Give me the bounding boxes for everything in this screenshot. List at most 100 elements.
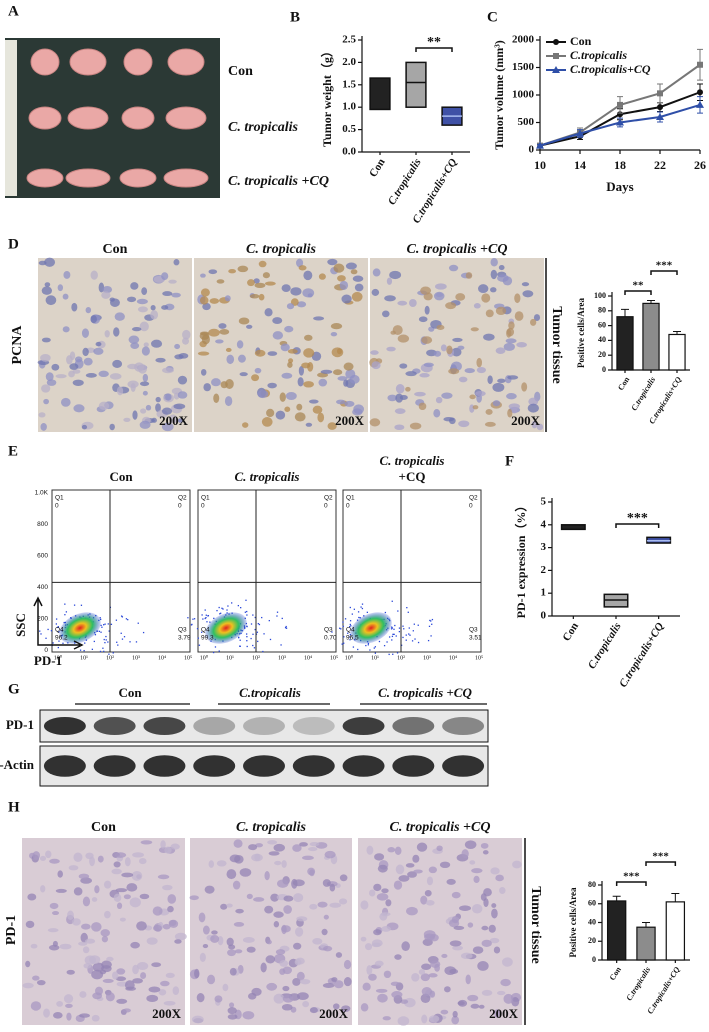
- cell: [433, 350, 442, 357]
- event: [374, 646, 377, 648]
- cell: [196, 993, 205, 1003]
- cell: [527, 403, 539, 413]
- event: [276, 615, 278, 617]
- cell: [262, 272, 270, 279]
- event: [103, 624, 105, 626]
- stain-label: PD-1: [4, 915, 19, 945]
- event: [349, 606, 351, 609]
- event: [222, 608, 224, 610]
- cell: [127, 363, 138, 370]
- event: [406, 606, 408, 609]
- cell: [130, 941, 140, 949]
- event: [250, 637, 252, 640]
- cell: [114, 852, 127, 858]
- cell: [199, 952, 206, 963]
- error-bar: [673, 331, 681, 335]
- legend-label: C.tropicalis+CQ: [570, 62, 651, 76]
- cell: [282, 994, 294, 1003]
- text: 200X: [489, 1006, 519, 1021]
- event: [250, 623, 253, 625]
- cell: [91, 922, 102, 932]
- event: [276, 611, 279, 613]
- cell: [191, 1015, 204, 1024]
- cell: [430, 960, 441, 968]
- event: [429, 619, 431, 622]
- event: [98, 630, 101, 633]
- cell: [168, 414, 178, 424]
- x-tick-label: 22: [654, 158, 666, 172]
- cell: [395, 864, 405, 875]
- cell: [381, 926, 392, 932]
- cell: [481, 989, 493, 996]
- text: Con: [118, 685, 142, 700]
- cell: [471, 868, 483, 874]
- event: [246, 614, 248, 616]
- quadrant-name: Q1: [346, 495, 355, 502]
- tumor: [123, 48, 153, 76]
- significance: ***: [627, 511, 648, 526]
- event: [99, 617, 101, 619]
- cell: [473, 303, 481, 309]
- cell: [258, 293, 265, 301]
- cell: [506, 328, 512, 338]
- text: C. tropicalis +CQ: [228, 174, 329, 189]
- cell: [287, 349, 298, 354]
- event: [254, 616, 256, 619]
- cell: [260, 962, 267, 973]
- cell: [53, 1012, 63, 1019]
- cell: [294, 927, 304, 937]
- cell: [55, 888, 67, 893]
- event: [358, 616, 360, 619]
- cell: [258, 260, 267, 268]
- cell: [499, 886, 506, 895]
- cell: [421, 1014, 428, 1024]
- event: [212, 651, 215, 654]
- cell: [151, 339, 163, 348]
- cell: [49, 902, 59, 910]
- cell: [377, 993, 388, 1003]
- cell: [478, 1004, 485, 1009]
- cell: [503, 993, 514, 1004]
- event: [84, 642, 86, 644]
- cell: [22, 982, 34, 989]
- event: [129, 641, 131, 643]
- event: [357, 611, 360, 613]
- cell: [139, 858, 147, 865]
- cell: [236, 340, 244, 349]
- y-tick-label: 2.0: [342, 56, 356, 68]
- event: [193, 618, 196, 620]
- cell: [60, 397, 71, 407]
- flow-x-tick: 10³: [278, 655, 286, 661]
- text: D: [8, 236, 19, 252]
- cell: [337, 376, 348, 381]
- event: [417, 624, 419, 626]
- tissue-label: Tumor tissue: [549, 306, 564, 383]
- event: [93, 640, 95, 643]
- cell: [391, 991, 403, 999]
- event: [214, 646, 217, 648]
- event: [127, 619, 129, 621]
- tumor: [119, 168, 157, 188]
- cell: [150, 310, 159, 320]
- cell: [329, 883, 336, 892]
- cell: [208, 860, 215, 868]
- flow-y-tick: 1.0K: [35, 490, 49, 497]
- cell: [375, 988, 388, 993]
- cell: [140, 972, 147, 980]
- cell: [242, 1011, 255, 1020]
- cell: [457, 345, 465, 350]
- band: [392, 716, 435, 736]
- cell: [173, 259, 180, 266]
- cell: [318, 273, 326, 280]
- cell: [296, 301, 307, 308]
- marker: [657, 90, 663, 97]
- cell: [162, 367, 174, 374]
- cell: [483, 333, 495, 341]
- cell: [140, 840, 153, 845]
- cell: [216, 860, 227, 867]
- cell: [47, 928, 59, 933]
- cell: [174, 932, 187, 941]
- marker: [656, 113, 664, 120]
- event: [115, 619, 118, 621]
- cell: [387, 394, 398, 402]
